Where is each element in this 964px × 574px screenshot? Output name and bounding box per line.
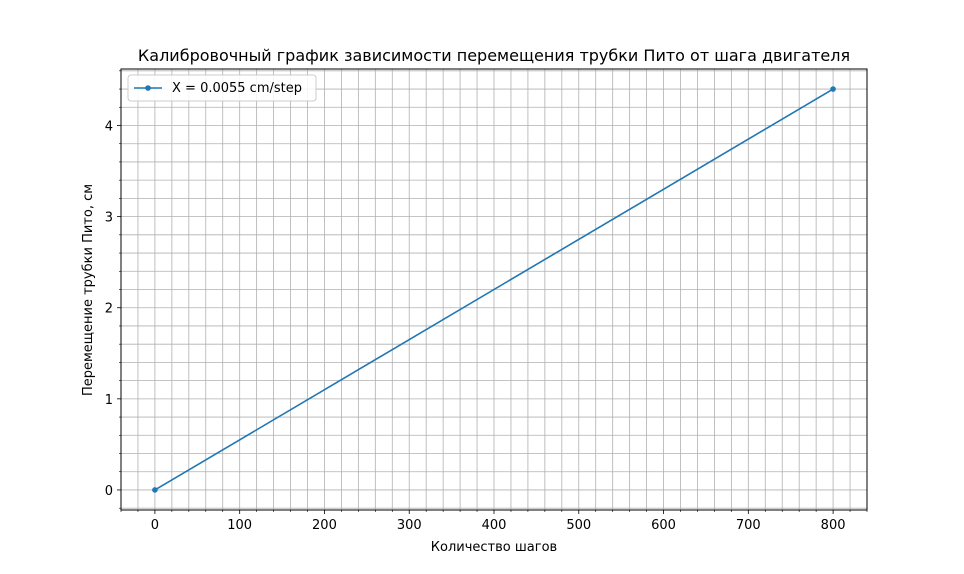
x-tick-label: 800 [821,518,846,533]
x-tick-label: 600 [651,518,676,533]
legend-entry-label: X = 0.0055 cm/step [172,81,302,96]
series-line [154,88,834,491]
x-tick-label: 700 [736,518,761,533]
y-tick-label: 3 [105,211,113,226]
x-tick-label: 0 [151,518,159,533]
x-axis-label: Количество шагов [431,540,557,555]
data-point [830,86,836,92]
series-layer [152,86,836,493]
x-tick-label: 500 [566,518,591,533]
y-tick-label: 1 [105,393,113,408]
data-point [152,487,158,493]
legend: X = 0.0055 cm/step [127,74,317,102]
x-tick-label: 100 [227,518,252,533]
legend-marker-swatch [145,85,151,91]
ticks: 0 100 200 300 400 500 600 700 800 0 1 2 3 4 [105,70,868,533]
plot-area: 0 100 200 300 400 500 600 700 800 0 1 2 3 4 X = 0.005… [105,68,868,533]
y-tick-label: 0 [105,484,113,499]
x-tick-label: 400 [482,518,507,533]
y-tick-label: 2 [105,302,113,317]
x-tick-label: 300 [397,518,422,533]
legend-box [127,74,317,102]
y-tick-label: 4 [105,119,113,134]
x-tick-label: 200 [312,518,337,533]
y-axis-label: Перемещение трубки Пито, см [81,184,96,396]
chart-title: Калибровочный график зависимости перемещ… [138,46,850,65]
